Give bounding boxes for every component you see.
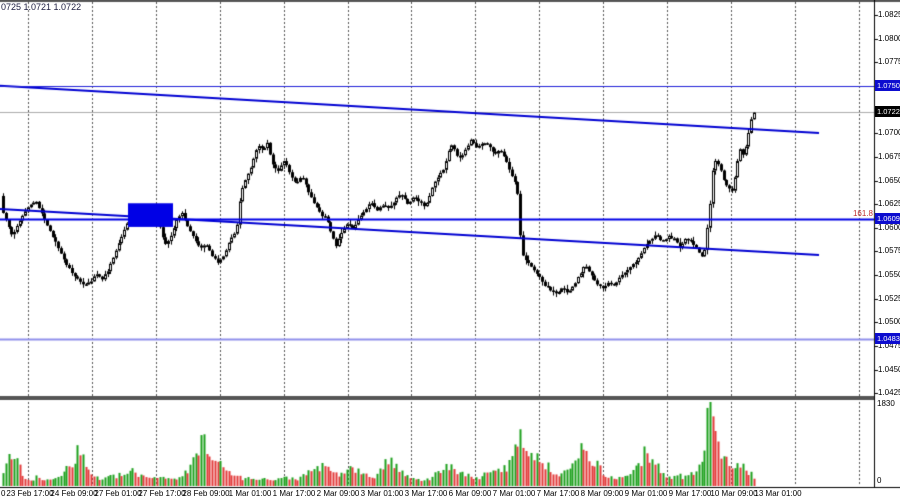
price-tick-label: 1.0600 xyxy=(878,222,900,232)
price-tick-label: 1.0550 xyxy=(878,270,900,280)
price-tick-label: 1.0475 xyxy=(878,341,900,351)
price-tick-label: 1.0525 xyxy=(878,293,900,303)
price-tick-label: 1.0625 xyxy=(878,199,900,209)
volume-max-label: 1830 xyxy=(877,399,895,408)
time-tick-label: 7 Mar 17:00 xyxy=(536,489,580,498)
price-tick-label: 1.0825 xyxy=(878,10,900,20)
time-tick-label: 27 Feb 17:00 xyxy=(138,489,186,498)
time-tick-label: 2 Mar 09:00 xyxy=(316,489,360,498)
time-tick-label: 28 Feb 09:00 xyxy=(182,489,230,498)
price-tick-label: 1.0500 xyxy=(878,317,900,327)
price-tick-label: 1.0650 xyxy=(878,175,900,185)
time-tick-label-partial: 0 xyxy=(1,489,6,498)
current-price-tag: 1.0722 xyxy=(875,106,900,118)
volume-zero-label: 0 xyxy=(877,476,882,485)
time-tick-label: 1 Mar 17:00 xyxy=(272,489,316,498)
price-tick-label: 1.0450 xyxy=(878,364,900,374)
time-tick-label: 8 Mar 09:00 xyxy=(580,489,624,498)
time-tick-label: 9 Mar 17:00 xyxy=(668,489,712,498)
price-tick-label: 1.0700 xyxy=(878,128,900,138)
price-tick-label: 1.0775 xyxy=(878,57,900,67)
time-tick-label: 13 Mar 01:00 xyxy=(754,489,802,498)
pane-splitter[interactable] xyxy=(0,396,874,400)
time-tick-label: 9 Mar 01:00 xyxy=(624,489,668,498)
price-tick-label: 1.0575 xyxy=(878,246,900,256)
support-level-tag: 1.0483 xyxy=(875,332,900,344)
price-tick-label: 1.0675 xyxy=(878,151,900,161)
time-tick-label: 10 Mar 09:00 xyxy=(710,489,758,498)
resistance-level-tag: 1.0750 xyxy=(875,80,900,91)
time-tick-label: 23 Feb 17:00 xyxy=(6,489,54,498)
price-tick-label: 1.0425 xyxy=(878,388,900,398)
time-tick-label: 3 Mar 01:00 xyxy=(360,489,404,498)
ohlc-info: 0725 1.0721 1.0722 xyxy=(1,2,82,12)
time-tick-label: 7 Mar 01:00 xyxy=(492,489,536,498)
time-tick-label: 24 Feb 09:00 xyxy=(50,489,98,498)
time-tick-label: 27 Feb 01:00 xyxy=(94,489,142,498)
fib-level-tag: 1.0609 xyxy=(875,213,900,225)
time-tick-label: 6 Mar 09:00 xyxy=(448,489,492,498)
fib-161-8-label: 161.8 xyxy=(852,209,873,218)
time-tick-label: 3 Mar 17:00 xyxy=(404,489,448,498)
price-tick-label: 1.0800 xyxy=(878,33,900,43)
time-tick-label: 1 Mar 01:00 xyxy=(228,489,272,498)
